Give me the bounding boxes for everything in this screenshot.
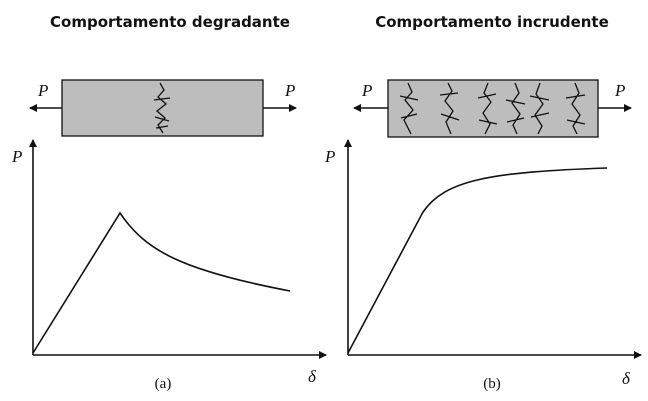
y-axis-label: P (11, 147, 22, 166)
caption: (b) (483, 376, 501, 392)
y-axis-label: P (324, 147, 335, 166)
crack (153, 82, 171, 134)
force-label: P (284, 81, 295, 100)
force-label: P (614, 81, 625, 100)
crack (399, 82, 586, 135)
x-axis-label: δ (308, 367, 317, 386)
panel-title: Comportamento degradante (50, 13, 290, 31)
x-axis-label: δ (622, 369, 631, 388)
force-label: P (361, 81, 372, 100)
specimen (387, 79, 599, 138)
panel-title: Comportamento incrudente (375, 13, 609, 31)
panel-b: Comportamento incrudente P P P δ (b) (324, 13, 642, 392)
caption: (a) (155, 376, 172, 392)
load-curve (347, 167, 608, 354)
panel-a: Comportamento degradante P P P δ (a) (11, 13, 327, 392)
load-curve (32, 211, 291, 354)
force-label: P (37, 81, 48, 100)
